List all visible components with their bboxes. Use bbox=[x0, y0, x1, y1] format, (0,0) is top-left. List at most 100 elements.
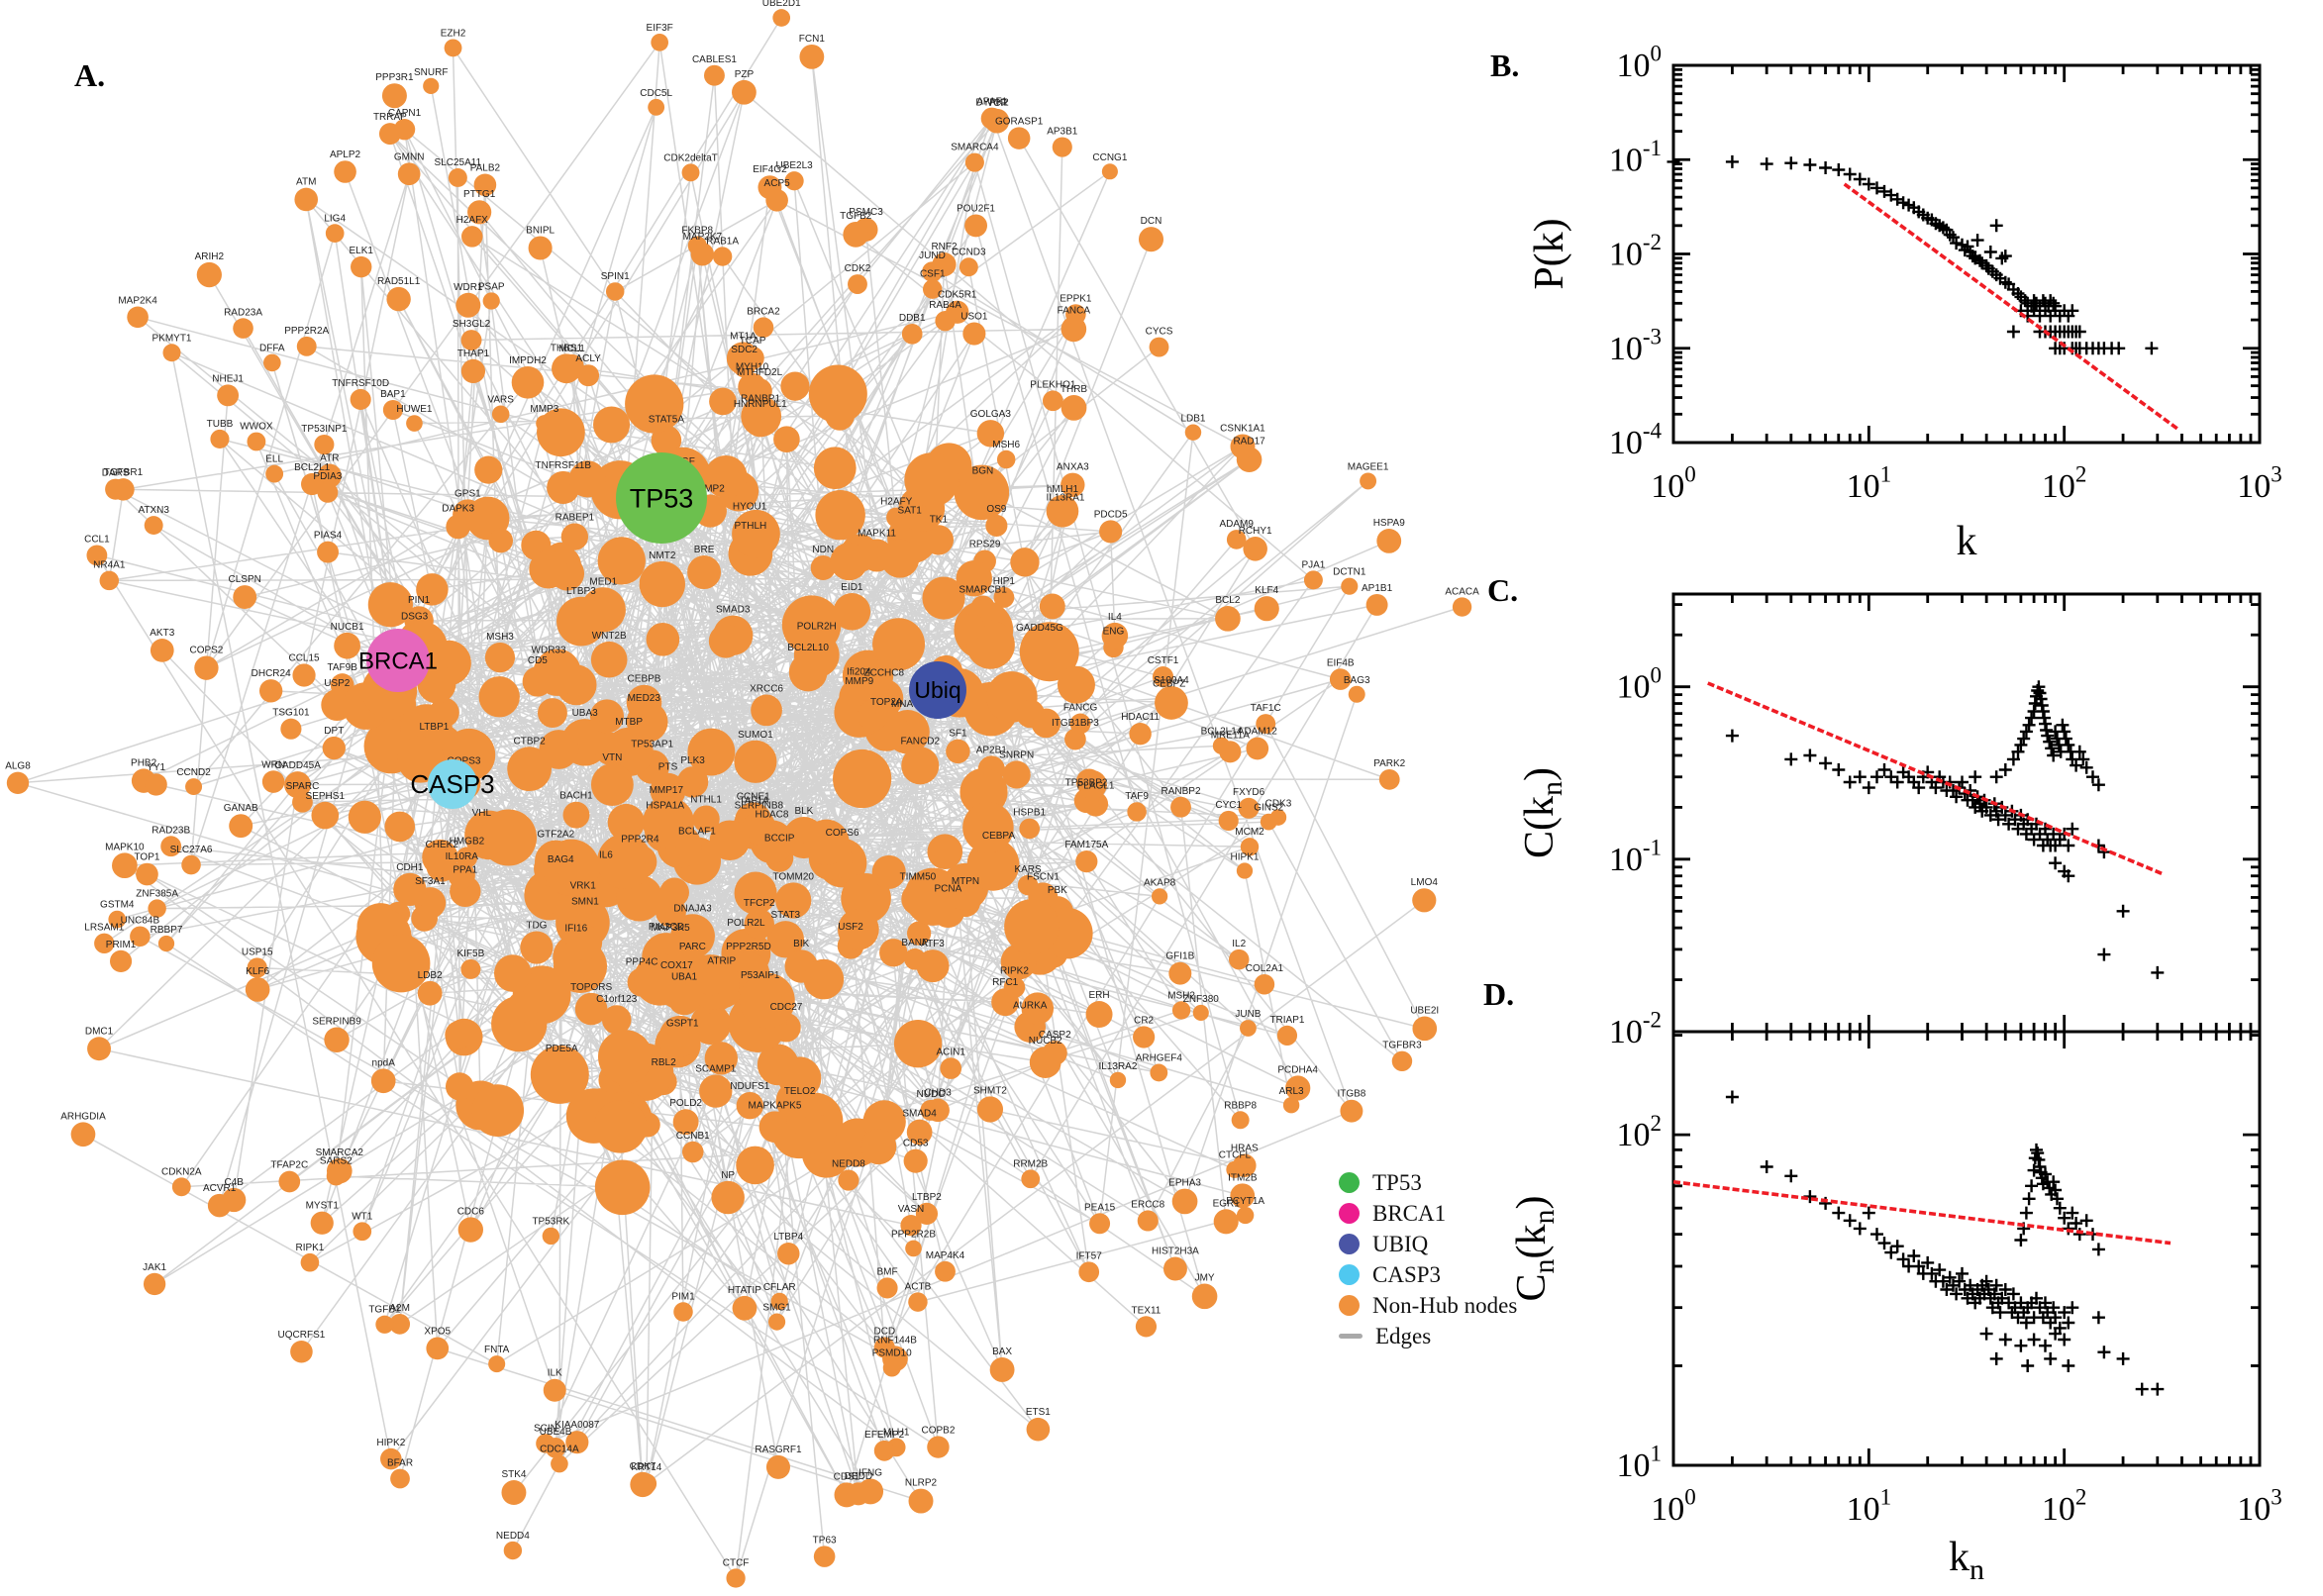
svg-text:HSPA9: HSPA9 bbox=[1373, 518, 1405, 529]
svg-text:ENG: ENG bbox=[1103, 627, 1125, 638]
axis-ticks bbox=[1671, 1032, 2262, 1467]
svg-text:GADD45G: GADD45G bbox=[1016, 623, 1063, 634]
svg-text:npdA: npdA bbox=[372, 1057, 396, 1068]
svg-text:SERPINB9: SERPINB9 bbox=[312, 1017, 361, 1028]
svg-text:LIG4: LIG4 bbox=[324, 213, 346, 224]
svg-text:EZH2: EZH2 bbox=[441, 28, 466, 39]
svg-text:HTATIP: HTATIP bbox=[728, 1285, 761, 1296]
svg-text:ACIN1: ACIN1 bbox=[937, 1047, 966, 1057]
svg-text:HIPK2: HIPK2 bbox=[376, 1438, 405, 1448]
panel-c-plot: 100 10-1 10-2 C(kn) bbox=[1517, 592, 2262, 1050]
node-labels-layer: ARL3 BANP TAF9B npdA ALG8 RNF144B C1orf123 HDAC… bbox=[5, 0, 1479, 1568]
svg-text:TNFRSF10D: TNFRSF10D bbox=[332, 378, 389, 389]
legend-label: BRCA1 bbox=[1372, 1200, 1447, 1226]
svg-text:JUNB: JUNB bbox=[1235, 1009, 1261, 1020]
svg-text:H2AFY: H2AFY bbox=[880, 497, 913, 508]
svg-text:IL10RA: IL10RA bbox=[446, 851, 479, 862]
casp3-dot-icon bbox=[1339, 1263, 1360, 1285]
svg-text:MAP2K4: MAP2K4 bbox=[118, 296, 157, 307]
data-points bbox=[1725, 680, 2165, 979]
x-axis-label: k bbox=[1957, 519, 1977, 564]
svg-text:TFAP2C: TFAP2C bbox=[270, 1160, 308, 1171]
svg-text:PIK3CD: PIK3CD bbox=[649, 922, 684, 933]
svg-text:RNF144B: RNF144B bbox=[873, 1335, 917, 1346]
svg-text:HIST2H3A: HIST2H3A bbox=[1152, 1247, 1199, 1257]
svg-text:BAX: BAX bbox=[992, 1347, 1012, 1357]
svg-text:ADAM9: ADAM9 bbox=[1219, 519, 1254, 530]
svg-text:SCIN: SCIN bbox=[534, 1423, 557, 1434]
svg-text:VARS: VARS bbox=[487, 395, 514, 406]
svg-text:ACP5: ACP5 bbox=[764, 178, 791, 189]
svg-text:PCDHA4: PCDHA4 bbox=[1277, 1064, 1318, 1075]
svg-text:RABEP1: RABEP1 bbox=[556, 512, 595, 523]
legend-item-brca1: BRCA1 bbox=[1339, 1200, 1517, 1226]
svg-text:LRSAM1: LRSAM1 bbox=[84, 923, 124, 934]
svg-text:DARS: DARS bbox=[102, 468, 130, 479]
svg-text:DDB1: DDB1 bbox=[899, 313, 926, 324]
svg-text:CD53: CD53 bbox=[903, 1139, 929, 1149]
svg-text:PPP2R2A: PPP2R2A bbox=[284, 326, 329, 337]
legend-item-nonhub: Non-Hub nodes bbox=[1339, 1294, 1517, 1317]
svg-text:CYCS: CYCS bbox=[1146, 327, 1173, 338]
svg-text:JMY: JMY bbox=[1195, 1273, 1215, 1284]
svg-text:UQCRFS1: UQCRFS1 bbox=[278, 1330, 326, 1341]
svg-text:GTF2A2: GTF2A2 bbox=[537, 830, 574, 841]
svg-text:DCN: DCN bbox=[1141, 216, 1162, 227]
svg-text:IL4: IL4 bbox=[1108, 612, 1122, 623]
svg-text:MTBP: MTBP bbox=[615, 717, 643, 728]
svg-text:HUWE1: HUWE1 bbox=[396, 404, 433, 415]
svg-text:HYOU1: HYOU1 bbox=[733, 502, 767, 513]
svg-text:MRE11A: MRE11A bbox=[1211, 730, 1251, 741]
svg-text:PJA1: PJA1 bbox=[1301, 559, 1325, 570]
svg-text:TK1: TK1 bbox=[930, 514, 949, 525]
svg-text:MNAT1: MNAT1 bbox=[891, 699, 925, 710]
nodes-layer bbox=[6, 9, 1472, 1588]
svg-text:C4B: C4B bbox=[224, 1177, 244, 1188]
svg-text:RFC1: RFC1 bbox=[992, 977, 1019, 988]
svg-text:PDCD5: PDCD5 bbox=[1094, 509, 1128, 520]
svg-text:YY1: YY1 bbox=[147, 762, 165, 773]
svg-text:AP2B1: AP2B1 bbox=[976, 745, 1008, 755]
legend-label: CASP3 bbox=[1372, 1261, 1442, 1287]
svg-text:TRRAP: TRRAP bbox=[373, 112, 407, 123]
svg-text:SLC27A6: SLC27A6 bbox=[170, 845, 213, 855]
svg-text:RIPK1: RIPK1 bbox=[295, 1243, 324, 1253]
svg-text:PIAS4: PIAS4 bbox=[314, 531, 343, 542]
svg-text:WDR33: WDR33 bbox=[532, 645, 566, 655]
svg-text:FKBP8: FKBP8 bbox=[681, 226, 713, 237]
svg-text:MMP17: MMP17 bbox=[650, 785, 684, 796]
svg-text:MSH6: MSH6 bbox=[992, 440, 1020, 450]
svg-text:WDR1: WDR1 bbox=[454, 282, 483, 293]
svg-text:ZNF380: ZNF380 bbox=[1183, 994, 1220, 1005]
svg-text:EIF3F: EIF3F bbox=[647, 23, 673, 34]
svg-text:CCNE1: CCNE1 bbox=[737, 791, 770, 802]
svg-text:AP3B1: AP3B1 bbox=[1047, 126, 1078, 137]
panel-c-label: C. bbox=[1487, 572, 1519, 608]
svg-text:SCAMP1: SCAMP1 bbox=[695, 1063, 737, 1074]
svg-text:POLD2: POLD2 bbox=[669, 1098, 702, 1109]
svg-text:TP53BP2: TP53BP2 bbox=[1065, 777, 1108, 788]
svg-text:CDK2deltaT: CDK2deltaT bbox=[663, 152, 717, 163]
svg-text:WNT2B: WNT2B bbox=[592, 631, 627, 642]
svg-text:TCAP: TCAP bbox=[740, 336, 766, 347]
svg-text:EPPK1: EPPK1 bbox=[1060, 293, 1092, 304]
fit-line bbox=[1843, 182, 2179, 431]
svg-text:USP15: USP15 bbox=[242, 947, 273, 957]
svg-text:MSH2: MSH2 bbox=[1167, 990, 1195, 1001]
svg-text:ZNF385A: ZNF385A bbox=[136, 888, 178, 899]
svg-text:102: 102 bbox=[1617, 1111, 1663, 1153]
svg-text:EPHA3: EPHA3 bbox=[1168, 1178, 1201, 1189]
svg-text:CCNG1: CCNG1 bbox=[1092, 152, 1127, 163]
svg-text:PALB2: PALB2 bbox=[470, 162, 501, 173]
svg-text:USO1: USO1 bbox=[960, 312, 988, 323]
svg-text:STK4: STK4 bbox=[501, 1469, 526, 1480]
svg-text:CDK2: CDK2 bbox=[845, 263, 871, 274]
svg-text:NDUFS1: NDUFS1 bbox=[730, 1081, 769, 1092]
data-points bbox=[1725, 1090, 2165, 1396]
svg-text:102: 102 bbox=[2042, 1485, 2087, 1528]
svg-text:BFAR: BFAR bbox=[387, 1458, 413, 1469]
svg-text:HDAC8: HDAC8 bbox=[756, 809, 789, 820]
svg-text:CAPN1: CAPN1 bbox=[388, 108, 422, 119]
svg-text:MYST1: MYST1 bbox=[306, 1201, 340, 1212]
svg-text:UBE2L3: UBE2L3 bbox=[775, 160, 813, 171]
